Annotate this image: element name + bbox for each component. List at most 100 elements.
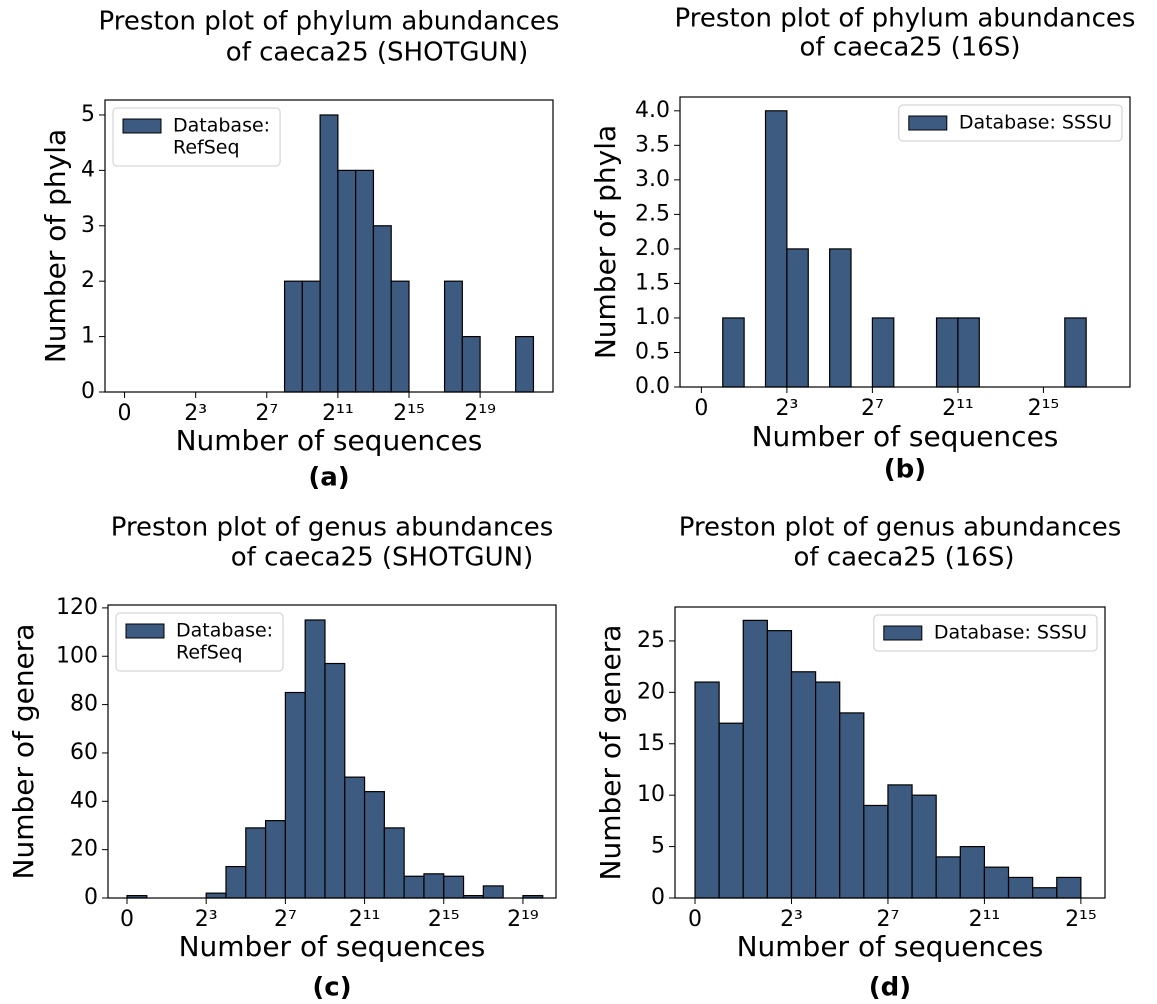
x-tick-label: 2¹⁵ <box>1065 907 1097 932</box>
bar <box>815 681 841 899</box>
bar <box>515 335 535 393</box>
y-tick-label: 15 <box>637 731 665 756</box>
legend-label: RefSeq <box>173 137 240 159</box>
chart-title: of caeca25 (16S) <box>794 543 1015 573</box>
y-tick-label: 100 <box>56 643 98 668</box>
legend-swatch <box>122 118 162 134</box>
y-tick-label: 0 <box>84 885 98 910</box>
caption: (d) <box>869 973 911 1003</box>
chart-title: Preston plot of phylum abundances <box>675 4 1136 34</box>
bar <box>372 225 392 393</box>
bar <box>337 169 357 393</box>
bar <box>383 827 405 899</box>
y-axis-label: Number of genera <box>7 624 40 880</box>
bar <box>324 662 346 899</box>
chart-title: of caeca25 (16S) <box>800 33 1021 63</box>
bar <box>694 681 720 899</box>
y-tick-label: 3 <box>81 213 95 238</box>
y-tick-label: 0.5 <box>635 339 670 364</box>
chart-title: of caeca25 (SHOTGUN) <box>231 543 533 573</box>
bar <box>957 317 980 388</box>
y-tick-label: 0.0 <box>635 374 670 399</box>
chart-title: Preston plot of genus abundances <box>679 513 1122 543</box>
bar <box>264 820 286 899</box>
y-tick-label: 20 <box>70 837 98 862</box>
chart-title: Preston plot of genus abundances <box>111 513 554 543</box>
bar <box>1056 876 1082 899</box>
bar <box>742 619 768 899</box>
legend-box <box>873 614 1098 652</box>
x-tick-label: 2¹⁹ <box>507 907 539 932</box>
bar <box>390 280 410 393</box>
x-tick-label: 2¹⁹ <box>464 401 496 426</box>
bar <box>766 630 793 899</box>
y-tick-label: 60 <box>70 740 98 765</box>
bar <box>722 317 745 388</box>
bar <box>911 794 937 899</box>
caption: (b) <box>884 455 926 485</box>
x-tick-label: 2¹⁵ <box>428 907 460 932</box>
x-tick-label: 0 <box>120 907 134 932</box>
x-tick-label: 2⁷ <box>255 401 278 426</box>
bar <box>1007 876 1034 899</box>
bar <box>718 722 744 899</box>
x-tick-label: 2³ <box>780 907 803 932</box>
x-tick-label: 2⁷ <box>274 907 297 932</box>
bar <box>423 873 445 899</box>
plot-frame <box>674 606 1106 899</box>
bar <box>829 248 852 388</box>
bar <box>283 280 303 393</box>
legend: Database: SSSU <box>898 104 1123 142</box>
x-axis-label: Number of sequences <box>737 930 1044 963</box>
bar <box>443 280 463 393</box>
x-tick-label: 2⁷ <box>861 396 884 421</box>
y-tick-label: 40 <box>70 788 98 813</box>
legend-swatch <box>125 623 165 639</box>
legend-label: Database: SSSU <box>959 112 1112 134</box>
x-tick-label: 0 <box>118 401 132 426</box>
y-tick-label: 20 <box>637 679 665 704</box>
plot-frame <box>104 99 554 393</box>
y-tick-label: 3.0 <box>635 167 670 192</box>
x-axis-label: Number of sequences <box>179 930 486 963</box>
x-tick-label: 2¹⁵ <box>393 401 425 426</box>
x-tick-label: 2⁷ <box>877 907 900 932</box>
x-tick-label: 2³ <box>775 396 798 421</box>
y-tick-label: 25 <box>637 628 665 653</box>
y-tick-label: 0 <box>651 885 665 910</box>
bar <box>887 784 913 899</box>
plot-frame <box>679 96 1131 388</box>
y-tick-label: 80 <box>70 692 98 717</box>
y-tick-label: 4.0 <box>635 98 670 123</box>
x-tick-label: 0 <box>694 396 708 421</box>
legend-label: Database: <box>176 620 273 642</box>
bar <box>363 791 385 899</box>
bar <box>443 875 465 899</box>
bar <box>304 619 326 899</box>
bar <box>935 317 959 388</box>
y-axis-label: Number of phyla <box>39 129 72 363</box>
y-tick-label: 4 <box>81 157 95 182</box>
y-tick-label: 1.0 <box>635 305 670 330</box>
caption: (a) <box>308 463 349 493</box>
y-axis-label: Number of genera <box>594 625 627 881</box>
x-tick-label: 2³ <box>184 401 207 426</box>
x-axis-label: Number of sequences <box>176 424 483 457</box>
bar <box>284 691 306 899</box>
chart-title: Preston plot of phylum abundances <box>99 7 560 37</box>
x-tick-label: 2¹¹ <box>349 907 381 932</box>
legend-label: RefSeq <box>176 642 243 664</box>
bar <box>461 335 481 393</box>
legend-label: Database: <box>173 115 270 137</box>
legend-box <box>898 104 1123 142</box>
legend-label: Database: SSSU <box>934 622 1087 644</box>
bar <box>344 776 366 899</box>
x-tick-label: 2¹¹ <box>969 907 1001 932</box>
bar <box>403 875 425 899</box>
y-tick-label: 1.5 <box>635 270 670 295</box>
bar <box>245 827 267 899</box>
